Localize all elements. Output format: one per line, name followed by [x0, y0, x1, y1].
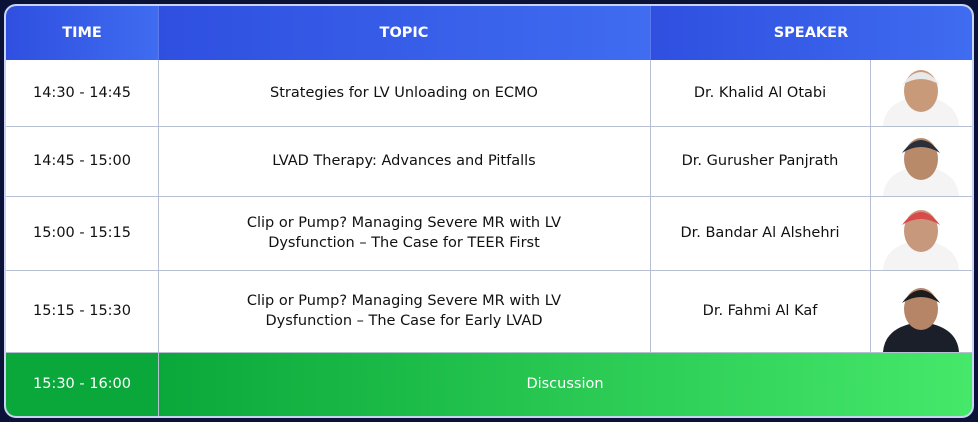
speaker-photo: [870, 126, 972, 196]
row-divider: [6, 352, 972, 353]
topic-cell-text: Strategies for LV Unloading on ECMO: [270, 84, 538, 101]
row-divider: [6, 196, 972, 197]
speaker-cell-text: Dr. Gurusher Panjrath: [681, 152, 839, 169]
topic-cell: Strategies for LV Unloading on ECMO: [158, 60, 650, 126]
topic-cell: Clip or Pump? Managing Severe MR with LV…: [158, 270, 650, 352]
time-cell-text: 14:45 - 15:00: [32, 152, 132, 169]
avatar: [883, 138, 959, 196]
avatar: [883, 288, 959, 352]
column-divider: [870, 60, 871, 352]
speaker-cell: Dr. Gurusher Panjrath: [650, 126, 870, 196]
speaker-cell: Dr. Fahmi Al Kaf: [650, 270, 870, 352]
time-cell-text: 15:15 - 15:30: [32, 302, 132, 319]
speaker-cell: Dr. Khalid Al Otabi: [650, 60, 870, 126]
header-speaker: SPEAKER: [650, 6, 972, 60]
header-topic: TOPIC: [158, 6, 650, 60]
avatar: [883, 70, 959, 126]
header-topic-text: TOPIC: [379, 24, 429, 41]
column-divider: [158, 60, 159, 416]
speaker-cell: Dr. Bandar Al Alshehri: [650, 196, 870, 270]
topic-cell-text: Clip or Pump? Managing Severe MR with LV…: [246, 214, 562, 251]
topic-cell: LVAD Therapy: Advances and Pitfalls: [158, 126, 650, 196]
header-time: TIME: [6, 6, 158, 60]
speaker-photo: [870, 270, 972, 352]
avatar: [883, 210, 959, 270]
time-cell: 14:45 - 15:00: [6, 126, 158, 196]
row-divider: [6, 126, 972, 127]
column-divider: [650, 6, 651, 60]
speaker-photo: [870, 60, 972, 126]
speaker-cell-text: Dr. Fahmi Al Kaf: [702, 302, 818, 319]
topic-cell-text: Clip or Pump? Managing Severe MR with LV…: [246, 292, 562, 329]
header-speaker-text: SPEAKER: [773, 24, 849, 41]
schedule-table: TIME TOPIC SPEAKER 14:30 - 14:45 Strategies …: [4, 4, 974, 418]
discussion-label: Discussion: [158, 352, 972, 416]
column-divider: [158, 6, 159, 60]
time-cell: 15:00 - 15:15: [6, 196, 158, 270]
header-time-text: TIME: [62, 24, 102, 41]
time-cell: 15:15 - 15:30: [6, 270, 158, 352]
time-cell-text: 14:30 - 14:45: [32, 84, 132, 101]
discussion-time: 15:30 - 16:00: [6, 352, 158, 416]
speaker-cell-text: Dr. Khalid Al Otabi: [693, 84, 827, 101]
speaker-photo: [870, 196, 972, 270]
time-cell-text: 15:00 - 15:15: [32, 224, 132, 241]
speaker-cell-text: Dr. Bandar Al Alshehri: [680, 224, 840, 241]
column-divider: [650, 60, 651, 352]
discussion-label-text: Discussion: [526, 375, 604, 392]
topic-cell: Clip or Pump? Managing Severe MR with LV…: [158, 196, 650, 270]
row-divider: [6, 270, 972, 271]
topic-cell-text: LVAD Therapy: Advances and Pitfalls: [272, 152, 536, 169]
time-cell: 14:30 - 14:45: [6, 60, 158, 126]
discussion-time-text: 15:30 - 16:00: [32, 375, 132, 392]
